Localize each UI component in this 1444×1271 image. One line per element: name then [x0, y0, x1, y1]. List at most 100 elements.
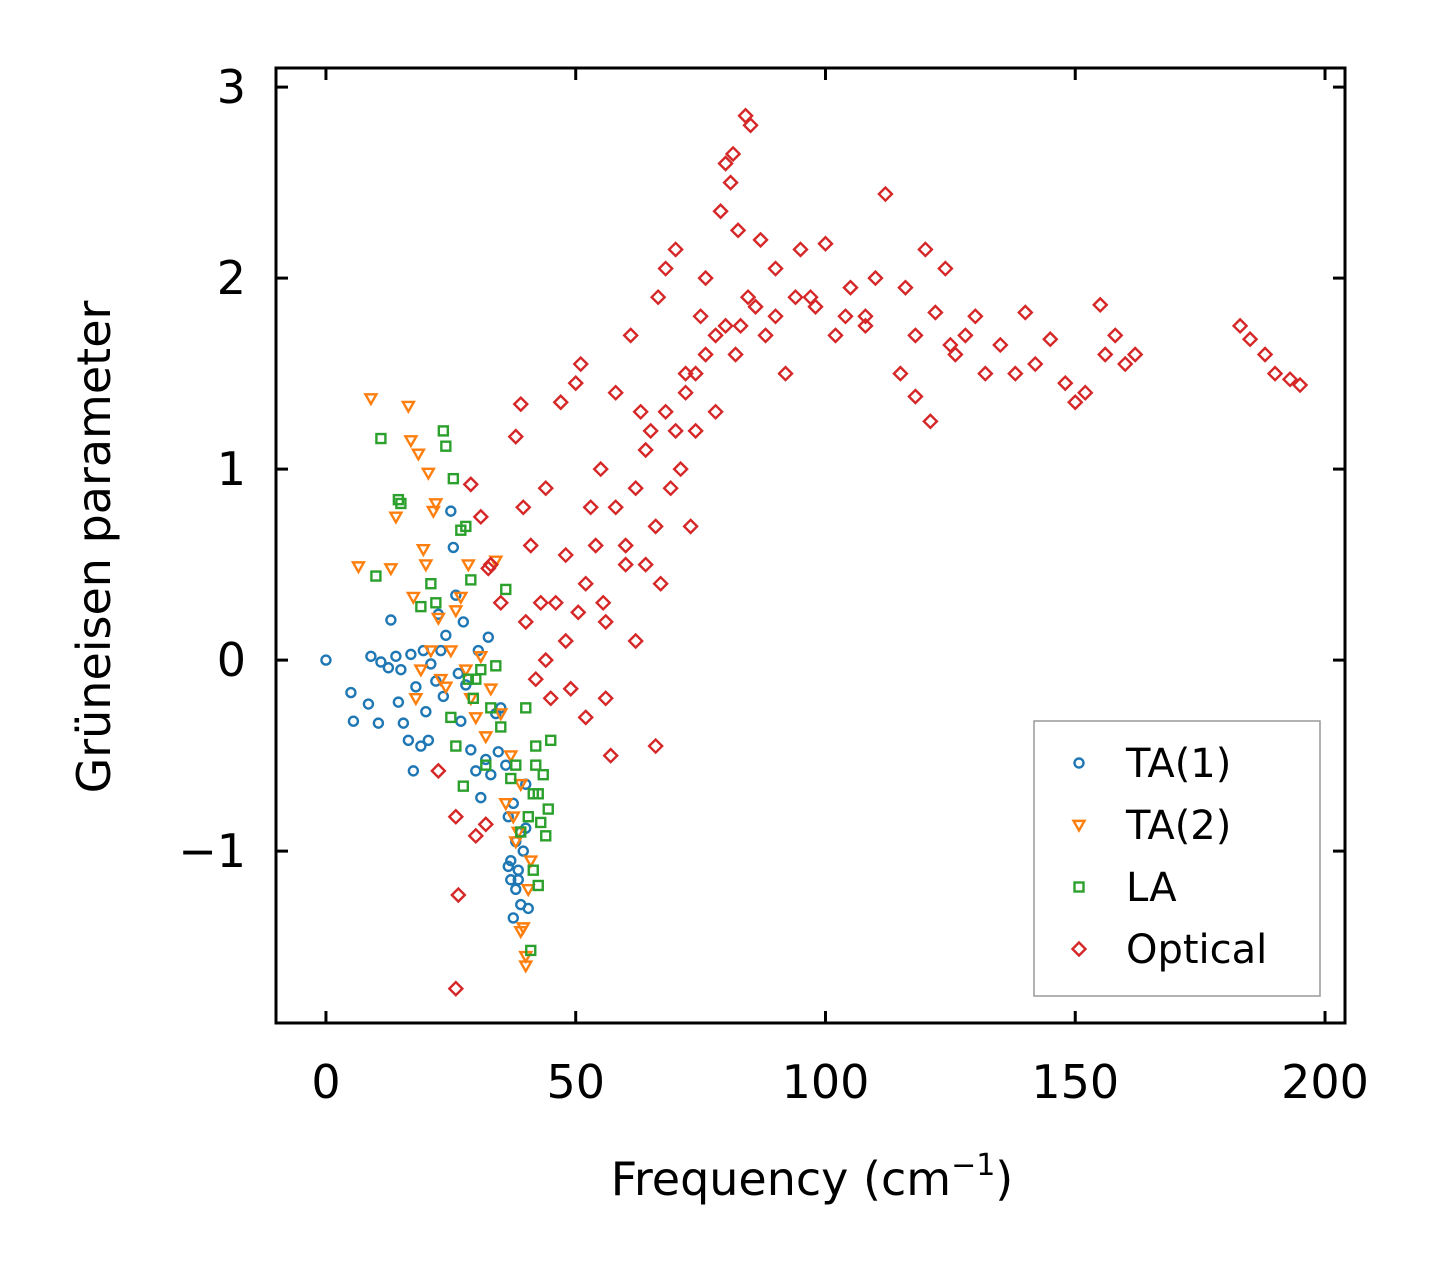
data-point — [450, 740, 462, 752]
data-point — [485, 702, 497, 714]
data-point — [447, 980, 465, 997]
data-point — [400, 400, 416, 414]
legend-marker — [1073, 757, 1085, 769]
data-point — [403, 435, 419, 449]
x-axis-label: Frequency (cm−1) — [611, 1148, 1014, 1206]
data-point — [518, 960, 534, 974]
data-point — [1017, 304, 1034, 321]
data-point — [443, 645, 459, 659]
data-point — [390, 650, 402, 662]
data-point — [607, 384, 624, 401]
data-point — [447, 541, 460, 554]
data-point — [468, 712, 484, 726]
data-point — [729, 222, 747, 239]
data-point — [482, 556, 499, 573]
data-point — [622, 327, 639, 344]
data-point — [957, 327, 974, 344]
data-point — [807, 298, 824, 315]
data-point — [425, 578, 437, 590]
data-point — [739, 289, 757, 306]
data-point — [505, 772, 517, 785]
data-point — [415, 740, 427, 752]
data-point — [498, 798, 514, 812]
data-point — [492, 746, 504, 758]
data-point — [465, 574, 477, 586]
data-point — [947, 346, 964, 363]
data-point — [392, 696, 405, 708]
data-point — [1281, 371, 1299, 388]
data-point — [1007, 365, 1024, 382]
data-point — [857, 317, 874, 335]
data-point — [842, 279, 859, 296]
data-point — [320, 654, 332, 666]
data-point — [577, 709, 594, 726]
x-tick-label: 100 — [782, 1055, 870, 1109]
data-point — [1231, 317, 1249, 335]
data-point — [637, 441, 654, 459]
data-point — [470, 765, 482, 777]
data-point — [907, 327, 924, 344]
data-point — [617, 556, 634, 573]
data-point — [515, 826, 527, 838]
data-point — [627, 632, 644, 650]
data-point — [927, 304, 944, 321]
legend-marker — [1073, 881, 1085, 893]
data-point — [1126, 346, 1144, 363]
data-point — [892, 365, 909, 382]
data-point — [430, 597, 442, 609]
data-point — [523, 855, 539, 869]
legend-marker — [1071, 819, 1087, 833]
data-point — [857, 308, 874, 325]
data-point — [767, 308, 784, 325]
data-point — [457, 616, 470, 628]
data-point — [480, 753, 492, 766]
data-point — [642, 422, 659, 440]
data-point — [672, 460, 689, 478]
data-point — [405, 648, 417, 661]
data-point — [967, 308, 984, 325]
data-point — [757, 327, 774, 344]
data-point — [410, 448, 426, 462]
data-point — [777, 365, 794, 382]
legend-label: TA(1) — [1125, 741, 1231, 787]
data-point — [717, 155, 734, 172]
data-point — [522, 811, 534, 823]
data-point — [513, 925, 529, 940]
data-point — [540, 830, 552, 842]
data-point — [617, 537, 634, 554]
y-tick-label: 1 — [217, 442, 246, 496]
data-point — [520, 702, 532, 714]
data-point — [490, 660, 502, 672]
data-point — [505, 874, 517, 886]
data-point — [462, 673, 475, 685]
legend-label: LA — [1126, 865, 1177, 911]
data-point — [460, 679, 472, 691]
data-point — [405, 591, 421, 605]
data-point — [483, 683, 499, 697]
data-point — [428, 498, 444, 512]
data-point — [502, 860, 514, 873]
data-point — [395, 663, 407, 676]
data-point — [435, 644, 447, 657]
data-point — [717, 317, 734, 335]
data-point — [727, 346, 744, 363]
data-point — [522, 537, 539, 554]
data-point — [413, 664, 429, 678]
data-point — [457, 780, 470, 792]
data-point — [597, 613, 614, 631]
data-point — [477, 816, 495, 833]
data-point — [472, 508, 490, 526]
data-point — [532, 879, 544, 892]
data-point — [667, 241, 684, 258]
y-tick-label: −1 — [178, 824, 246, 878]
data-point — [547, 594, 564, 611]
data-point — [594, 594, 612, 611]
data-point — [562, 680, 579, 697]
data-point — [677, 384, 694, 401]
data-point — [537, 480, 554, 497]
data-point — [513, 778, 529, 793]
data-point — [722, 174, 739, 191]
data-point — [742, 117, 759, 134]
data-point — [572, 355, 589, 373]
data-point — [447, 808, 465, 825]
